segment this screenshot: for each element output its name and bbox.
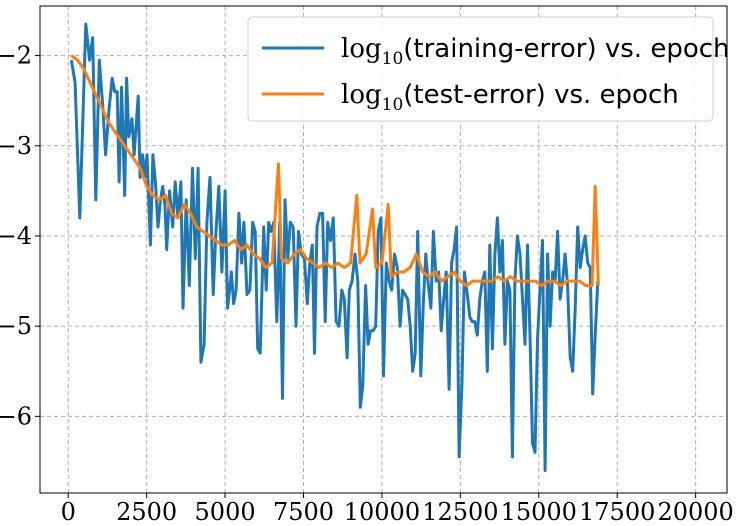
y-tick-label: −2 bbox=[0, 42, 32, 70]
x-tick-label: 5000 bbox=[195, 498, 256, 526]
x-tick-label: 17500 bbox=[579, 498, 655, 526]
series-line-test-error bbox=[70, 54, 600, 288]
series-line-training-error bbox=[69, 22, 600, 472]
legend-label: log10(test-error) vs. epoch bbox=[341, 80, 679, 115]
x-tick-label: 0 bbox=[61, 498, 76, 526]
axes-frame bbox=[39, 5, 728, 494]
x-tick-label: 12500 bbox=[422, 498, 498, 526]
x-tick-label: 7500 bbox=[273, 498, 334, 526]
x-tick-label: 15000 bbox=[501, 498, 577, 526]
x-tick-label: 20000 bbox=[657, 498, 733, 526]
legend-box bbox=[247, 16, 714, 122]
legend-label: log10(training-error) vs. epoch bbox=[341, 34, 730, 69]
x-tick-label: 2500 bbox=[116, 498, 177, 526]
series-layer bbox=[69, 22, 600, 472]
y-tick-label: −5 bbox=[0, 312, 32, 340]
y-tick-label: −3 bbox=[0, 132, 32, 160]
y-tick-label: −6 bbox=[0, 402, 32, 430]
x-tick-label: 10000 bbox=[344, 498, 420, 526]
tick-layer: 0 2500 5000 7500 10000 12500 15000 17500 20000 −6… bbox=[0, 42, 734, 526]
legend: log10(training-error) vs. epoch log10(tes… bbox=[247, 16, 730, 122]
y-tick-label: −4 bbox=[0, 222, 32, 250]
